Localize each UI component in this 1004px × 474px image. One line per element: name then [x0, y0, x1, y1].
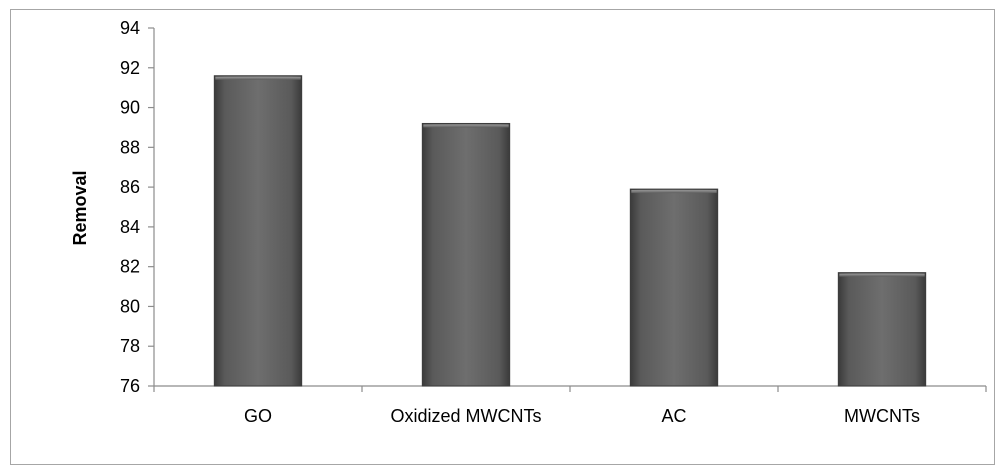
- bar: [422, 123, 509, 386]
- x-category-label: AC: [661, 406, 686, 426]
- y-tick-label: 92: [120, 58, 140, 78]
- x-category-label: Oxidized MWCNTs: [390, 406, 541, 426]
- y-tick-label: 82: [120, 257, 140, 277]
- bar-highlight: [215, 77, 300, 80]
- x-category-label: GO: [244, 406, 272, 426]
- y-tick-label: 88: [120, 137, 140, 157]
- bar: [838, 273, 925, 386]
- y-axis: 76 78 80 82 84 86 88 90 92 94: [120, 18, 154, 396]
- bar-body: [630, 189, 717, 386]
- bar-body: [838, 273, 925, 386]
- bar: [214, 76, 301, 386]
- bar-highlight: [839, 274, 924, 277]
- bar: [630, 189, 717, 386]
- bar-body: [422, 123, 509, 386]
- bars: [214, 76, 925, 386]
- bar-body: [214, 76, 301, 386]
- y-tick-label: 84: [120, 217, 140, 237]
- x-axis: GO Oxidized MWCNTs AC MWCNTs: [154, 386, 986, 426]
- bar-highlight: [631, 190, 716, 193]
- y-tick-label: 80: [120, 296, 140, 316]
- y-tick-label: 94: [120, 18, 140, 38]
- y-tick-label: 78: [120, 336, 140, 356]
- y-tick-label: 76: [120, 376, 140, 396]
- x-category-label: MWCNTs: [844, 406, 920, 426]
- y-tick-label: 86: [120, 177, 140, 197]
- bar-highlight: [423, 124, 508, 127]
- y-tick-label: 90: [120, 98, 140, 118]
- y-axis-title: Removal: [70, 170, 90, 245]
